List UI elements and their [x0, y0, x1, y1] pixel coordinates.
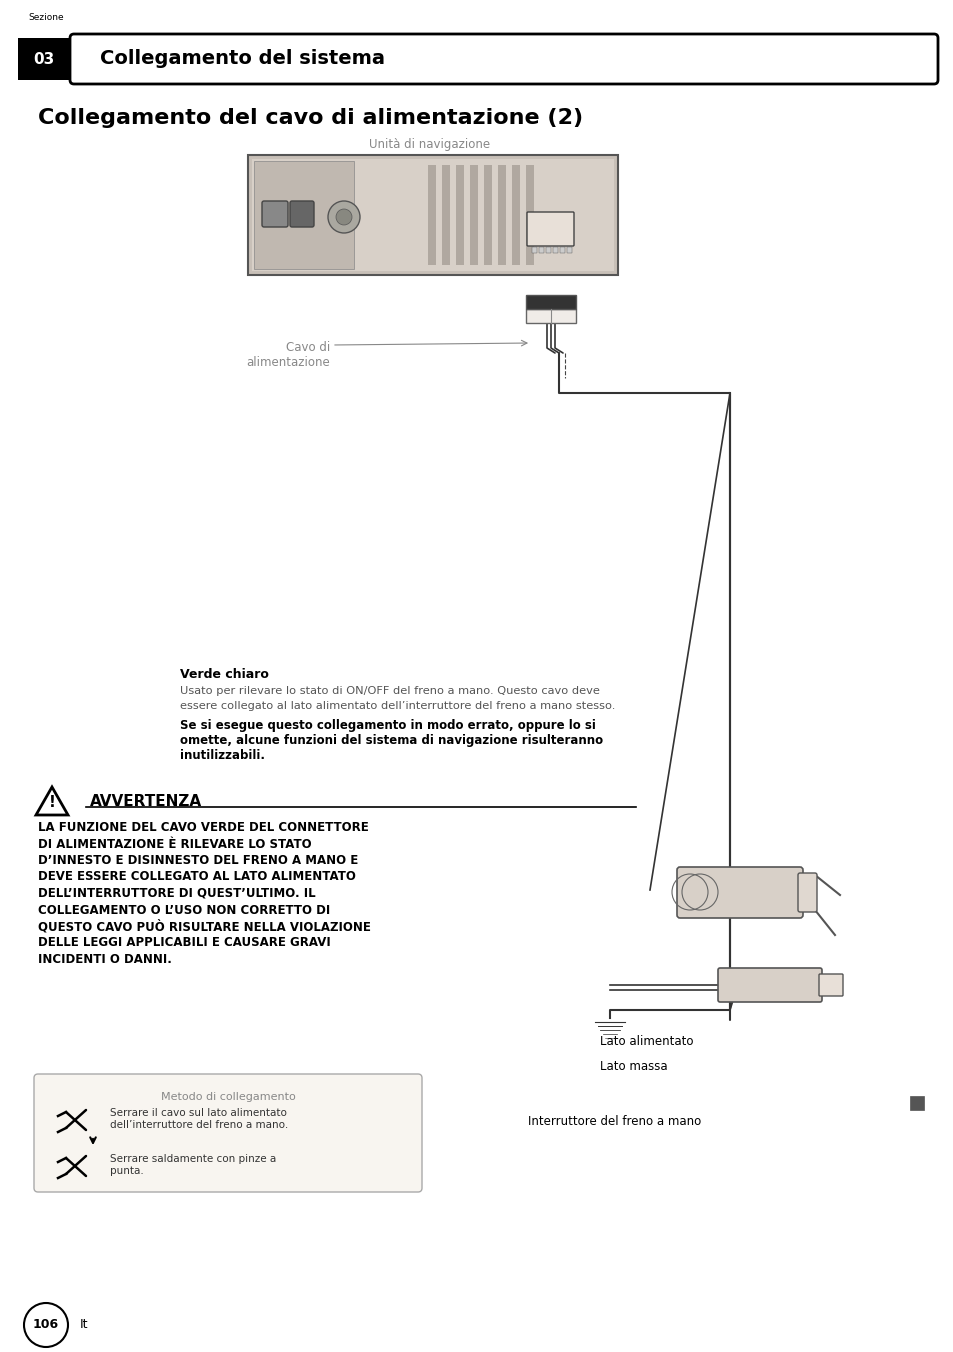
Bar [545, 247, 551, 253]
FancyBboxPatch shape [70, 34, 937, 84]
FancyBboxPatch shape [18, 38, 70, 80]
Text: DELL’INTERRUTTORE DI QUEST’ULTIMO. IL: DELL’INTERRUTTORE DI QUEST’ULTIMO. IL [38, 887, 315, 900]
Circle shape [24, 1303, 68, 1347]
Circle shape [335, 210, 352, 224]
FancyBboxPatch shape [262, 201, 288, 227]
Text: DEVE ESSERE COLLEGATO AL LATO ALIMENTATO: DEVE ESSERE COLLEGATO AL LATO ALIMENTATO [38, 871, 355, 883]
Text: !: ! [49, 795, 55, 810]
Circle shape [328, 201, 359, 233]
FancyBboxPatch shape [252, 160, 614, 270]
Text: Unità di navigazione: Unità di navigazione [369, 138, 490, 151]
Text: 03: 03 [33, 51, 54, 66]
Text: omette, alcune funzioni del sistema di navigazione risulteranno: omette, alcune funzioni del sistema di n… [180, 734, 602, 748]
Text: essere collegato al lato alimentato dell’interruttore del freno a mano stesso.: essere collegato al lato alimentato dell… [180, 700, 615, 711]
FancyBboxPatch shape [677, 867, 802, 918]
Bar [525, 165, 534, 265]
FancyBboxPatch shape [718, 968, 821, 1002]
Text: AVVERTENZA: AVVERTENZA [90, 794, 202, 808]
Bar [253, 161, 354, 269]
Bar [566, 247, 572, 253]
FancyBboxPatch shape [797, 873, 816, 913]
FancyBboxPatch shape [290, 201, 314, 227]
Bar [428, 165, 436, 265]
Bar [553, 247, 558, 253]
Text: 106: 106 [33, 1318, 59, 1332]
Text: QUESTO CAVO PUÒ RISULTARE NELLA VIOLAZIONE: QUESTO CAVO PUÒ RISULTARE NELLA VIOLAZIO… [38, 919, 371, 933]
Bar [559, 247, 564, 253]
Text: Collegamento del sistema: Collegamento del sistema [100, 50, 385, 69]
Text: alimentazione: alimentazione [246, 356, 330, 369]
Bar [456, 165, 463, 265]
FancyBboxPatch shape [818, 973, 842, 996]
Text: DELLE LEGGI APPLICABILI E CAUSARE GRAVI: DELLE LEGGI APPLICABILI E CAUSARE GRAVI [38, 937, 331, 949]
Text: It: It [80, 1318, 89, 1332]
Text: Cavo di: Cavo di [286, 341, 330, 354]
Text: D’INNESTO E DISINNESTO DEL FRENO A MANO E: D’INNESTO E DISINNESTO DEL FRENO A MANO … [38, 854, 358, 867]
Bar [483, 165, 492, 265]
Bar [525, 295, 576, 310]
Text: COLLEGAMENTO O L’USO NON CORRETTO DI: COLLEGAMENTO O L’USO NON CORRETTO DI [38, 903, 330, 917]
Bar [909, 1096, 923, 1110]
Text: inutilizzabili.: inutilizzabili. [180, 749, 265, 763]
Bar [497, 165, 505, 265]
Text: Se si esegue questo collegamento in modo errato, oppure lo si: Se si esegue questo collegamento in modo… [180, 719, 596, 731]
Bar [512, 165, 519, 265]
FancyBboxPatch shape [34, 1073, 421, 1192]
Bar [532, 247, 537, 253]
Text: Serrare il cavo sul lato alimentato
dell’interruttore del freno a mano.: Serrare il cavo sul lato alimentato dell… [110, 1109, 288, 1130]
Bar [441, 165, 450, 265]
Text: INCIDENTI O DANNI.: INCIDENTI O DANNI. [38, 953, 172, 965]
Text: Verde chiaro: Verde chiaro [180, 668, 269, 681]
Text: Collegamento del cavo di alimentazione (2): Collegamento del cavo di alimentazione (… [38, 108, 582, 128]
Text: Lato massa: Lato massa [599, 1060, 667, 1073]
Bar [538, 247, 543, 253]
FancyBboxPatch shape [526, 212, 574, 246]
FancyBboxPatch shape [248, 155, 618, 274]
Text: Serrare saldamente con pinze a
punta.: Serrare saldamente con pinze a punta. [110, 1155, 276, 1176]
Bar [525, 310, 576, 323]
Text: LA FUNZIONE DEL CAVO VERDE DEL CONNETTORE: LA FUNZIONE DEL CAVO VERDE DEL CONNETTOR… [38, 821, 369, 834]
Bar [470, 165, 477, 265]
Text: Usato per rilevare lo stato di ON/OFF del freno a mano. Questo cavo deve: Usato per rilevare lo stato di ON/OFF de… [180, 685, 599, 696]
Text: DI ALIMENTAZIONE È RILEVARE LO STATO: DI ALIMENTAZIONE È RILEVARE LO STATO [38, 837, 312, 850]
Text: Lato alimentato: Lato alimentato [599, 1036, 693, 1048]
Text: Interruttore del freno a mano: Interruttore del freno a mano [527, 1115, 700, 1128]
Text: Metodo di collegamento: Metodo di collegamento [160, 1092, 295, 1102]
Text: Sezione: Sezione [28, 14, 64, 22]
